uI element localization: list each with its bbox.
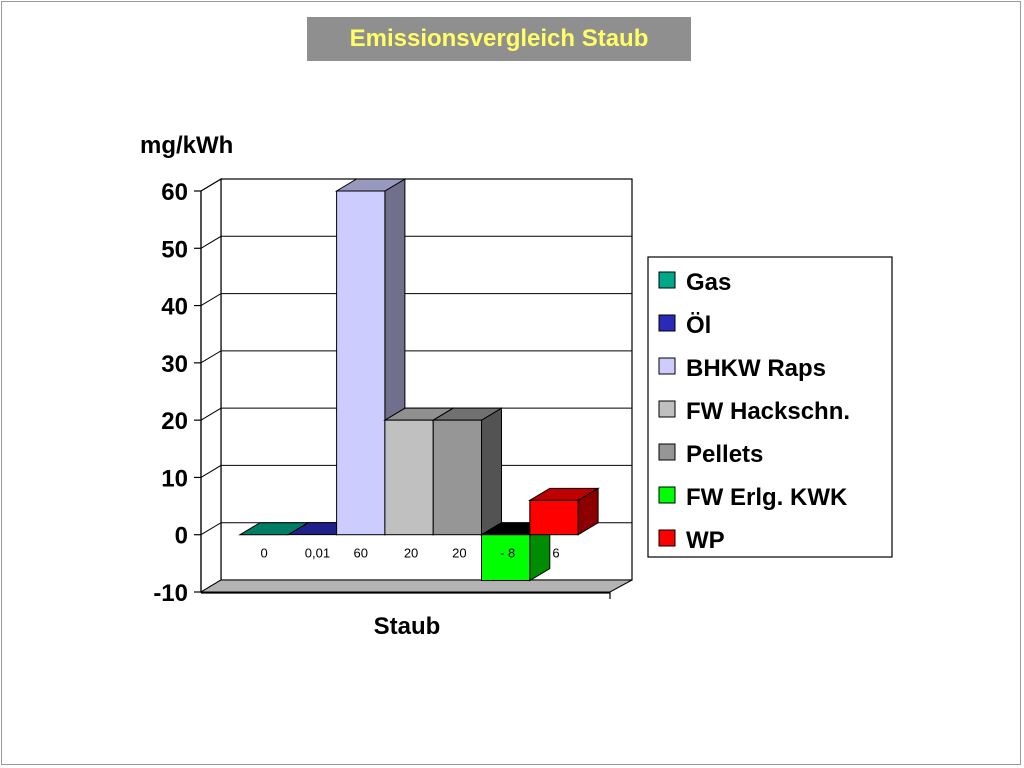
data-label: 6 bbox=[552, 546, 559, 561]
legend-swatch bbox=[658, 400, 676, 418]
legend: Gas Öl BHKW Raps FW Hackschn. Pellets FW Erlg… bbox=[647, 256, 893, 558]
data-label: 20 bbox=[404, 546, 418, 561]
y-tick-label: 30 bbox=[161, 351, 188, 378]
legend-swatch bbox=[658, 529, 676, 547]
y-tick-label: 20 bbox=[161, 408, 188, 435]
legend-swatch bbox=[658, 357, 676, 375]
gridline bbox=[200, 350, 632, 364]
bar-side bbox=[481, 407, 502, 536]
y-axis: 60 50 40 30 20 10 0 -10 bbox=[153, 179, 202, 607]
legend-label: FW Erlg. KWK bbox=[686, 484, 848, 511]
y-tick-label: -10 bbox=[153, 580, 188, 607]
x-category-label: Staub bbox=[374, 613, 441, 640]
data-label: 0 bbox=[261, 546, 268, 561]
bar-front bbox=[336, 190, 386, 536]
floor bbox=[199, 579, 633, 593]
legend-swatch bbox=[658, 271, 676, 289]
bar-pellets bbox=[431, 407, 504, 536]
data-label: - 8 bbox=[500, 546, 515, 561]
bar-wp bbox=[527, 487, 600, 536]
gridline bbox=[200, 293, 632, 307]
legend-label: FW Hackschn. bbox=[686, 398, 850, 425]
legend-label: WP bbox=[686, 527, 725, 554]
legend-swatch bbox=[658, 314, 676, 332]
legend-label: BHKW Raps bbox=[686, 355, 826, 382]
legend-label: Pellets bbox=[686, 441, 763, 468]
y-tick-label: 0 bbox=[175, 523, 188, 550]
bar-front bbox=[529, 499, 579, 536]
data-label: 0,01 bbox=[305, 546, 330, 561]
bars bbox=[238, 178, 600, 582]
data-label: 20 bbox=[452, 546, 466, 561]
gridline bbox=[200, 178, 632, 192]
bar-front bbox=[432, 419, 483, 536]
legend-label: Gas bbox=[686, 269, 731, 296]
bar-front bbox=[384, 419, 434, 536]
legend-label: Öl bbox=[686, 312, 711, 339]
chart-title: Emissionsvergleich Staub bbox=[349, 25, 649, 52]
legend-swatch bbox=[658, 443, 676, 461]
bar-front bbox=[481, 534, 531, 582]
legend-box bbox=[647, 256, 893, 558]
y-tick-label: 10 bbox=[161, 465, 188, 492]
gridline bbox=[200, 235, 632, 249]
data-label: 60 bbox=[354, 546, 368, 561]
y-tick-label: 50 bbox=[161, 236, 188, 263]
chart-title-box: Emissionsvergleich Staub bbox=[307, 17, 691, 61]
chart-walls bbox=[199, 177, 633, 599]
data-labels: 0 0,01 60 20 20 - 8 6 bbox=[261, 546, 560, 561]
y-axis-label: mg/kWh bbox=[140, 132, 233, 159]
side-wall bbox=[200, 177, 222, 594]
y-tick-label: 60 bbox=[161, 179, 188, 206]
y-tick-label: 40 bbox=[161, 294, 188, 321]
legend-swatch bbox=[658, 486, 676, 504]
